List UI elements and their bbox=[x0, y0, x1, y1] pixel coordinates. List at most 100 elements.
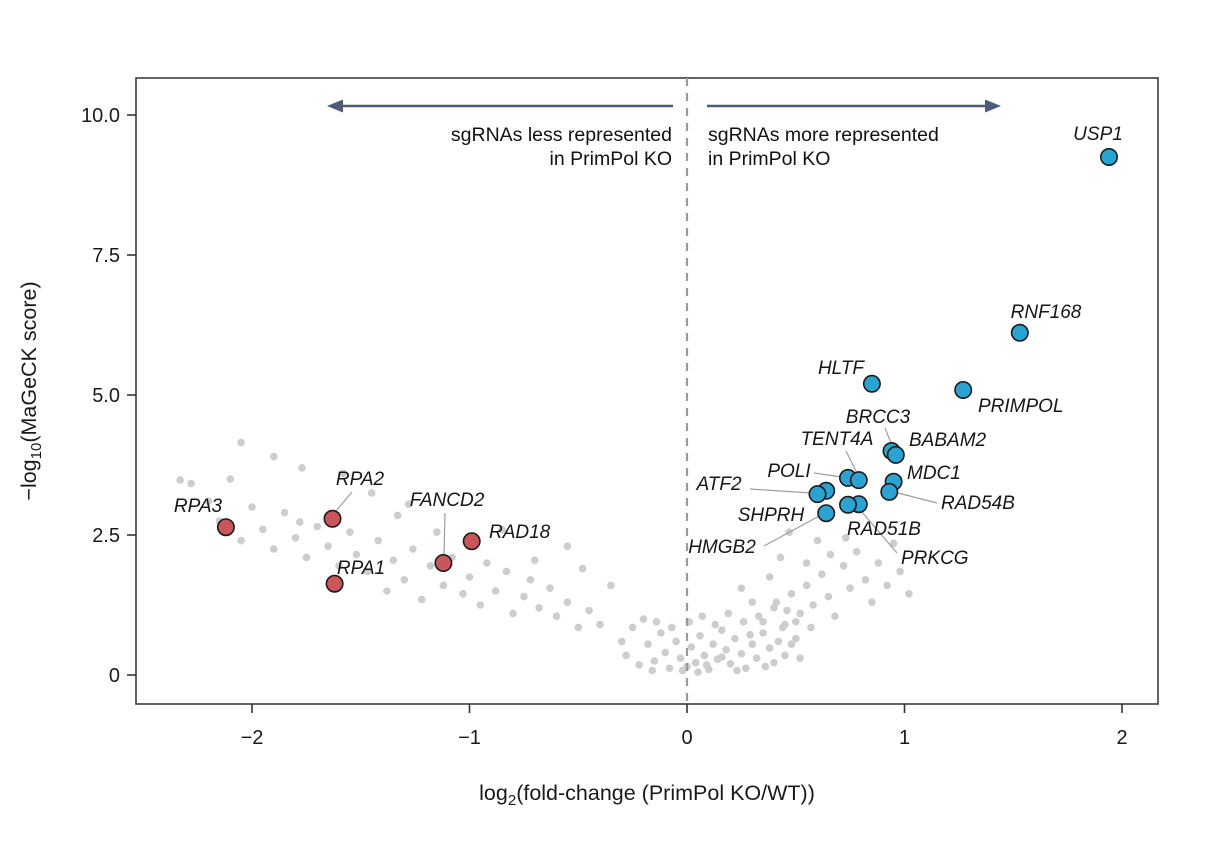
background-gene-point bbox=[796, 609, 804, 618]
background-gene-point bbox=[298, 464, 306, 472]
background-gene-point bbox=[831, 612, 839, 620]
background-gene-point bbox=[748, 640, 757, 648]
gene-label-TENT4A: TENT4A bbox=[801, 429, 874, 450]
background-gene-point bbox=[668, 623, 676, 632]
background-gene-point bbox=[702, 661, 711, 669]
gene-point-HLTF bbox=[862, 374, 881, 393]
leader-line-RPA2 bbox=[335, 491, 353, 512]
right-arrow-head bbox=[985, 99, 1001, 113]
background-gene-point bbox=[765, 573, 774, 581]
background-gene-point bbox=[607, 581, 615, 590]
background-gene-point bbox=[324, 542, 332, 550]
gene-point-RPA1 bbox=[325, 574, 344, 593]
background-gene-point bbox=[531, 556, 539, 564]
annotation-more-represented-line1: sgRNAs more represented bbox=[708, 124, 939, 146]
background-gene-point bbox=[476, 601, 485, 609]
background-gene-point bbox=[367, 489, 376, 497]
background-gene-point bbox=[363, 567, 372, 576]
gene-label-HMGB2: HMGB2 bbox=[688, 537, 756, 558]
background-gene-point bbox=[498, 525, 506, 534]
background-gene-point bbox=[404, 500, 413, 509]
gene-label-PRKCG: PRKCG bbox=[901, 548, 969, 569]
left-arrow-head bbox=[327, 99, 343, 113]
background-gene-point bbox=[783, 606, 791, 615]
background-gene-point bbox=[781, 651, 789, 660]
leader-line-BRCC3 bbox=[884, 427, 892, 444]
background-gene-point bbox=[374, 536, 383, 545]
background-gene-point bbox=[802, 581, 811, 590]
gene-point-ATF2 bbox=[808, 485, 827, 504]
gene-label-BRCC3: BRCC3 bbox=[846, 407, 911, 428]
gene-point-RNF168 bbox=[1010, 323, 1029, 342]
background-gene-point bbox=[526, 576, 535, 584]
background-gene-point bbox=[759, 618, 767, 626]
background-gene-point bbox=[657, 629, 665, 637]
background-gene-point bbox=[563, 598, 572, 606]
background-gene-point bbox=[759, 629, 767, 637]
background-gene-point bbox=[535, 604, 543, 612]
background-gene-point bbox=[459, 590, 467, 598]
background-gene-point bbox=[352, 550, 361, 559]
gene-point-RAD51B bbox=[838, 495, 857, 514]
background-gene-point bbox=[765, 644, 774, 652]
leader-line-FANCD2 bbox=[443, 512, 446, 555]
background-gene-point bbox=[883, 581, 891, 590]
background-gene-point bbox=[585, 606, 593, 615]
background-gene-point bbox=[628, 623, 637, 632]
background-gene-point bbox=[259, 525, 267, 534]
y-tick-label: 7.5 bbox=[92, 245, 120, 267]
background-gene-point bbox=[502, 567, 511, 576]
background-gene-point bbox=[639, 615, 648, 623]
background-gene-point bbox=[187, 479, 195, 488]
gene-label-ATF2: ATF2 bbox=[695, 474, 741, 495]
background-gene-point bbox=[770, 604, 778, 612]
x-axis-title: log2(fold-change (PrimPol KO/WT)) bbox=[479, 781, 815, 809]
background-gene-point bbox=[792, 634, 800, 643]
background-gene-point bbox=[737, 584, 746, 592]
background-gene-point bbox=[802, 559, 811, 567]
annotation-more-represented-line2: in PrimPol KO bbox=[708, 148, 830, 170]
background-gene-point bbox=[313, 522, 322, 531]
background-gene-point bbox=[787, 590, 796, 598]
axis-ticks-layer: −2 −1 0 1 2 0 2.5 5.0 7.5 10.0 bbox=[81, 105, 1128, 749]
background-gene-point bbox=[483, 559, 491, 567]
background-gene-point bbox=[792, 618, 800, 626]
x-tick-label: −1 bbox=[458, 727, 481, 749]
y-tick-label: 10.0 bbox=[81, 105, 120, 127]
background-gene-point bbox=[852, 548, 861, 556]
gene-label-RAD18: RAD18 bbox=[489, 522, 551, 543]
background-gene-point bbox=[698, 612, 706, 620]
gene-label-RPA2: RPA2 bbox=[336, 469, 385, 490]
gene-label-HLTF: HLTF bbox=[818, 358, 865, 379]
leader-line-PRKCG bbox=[860, 510, 898, 554]
background-gene-point bbox=[661, 648, 670, 657]
background-gene-point bbox=[746, 630, 754, 639]
gene-label-RNF168: RNF168 bbox=[1011, 302, 1082, 323]
y-tick-label: 5.0 bbox=[92, 385, 120, 407]
y-tick-label: 0 bbox=[109, 665, 120, 687]
gene-point-RPA2 bbox=[323, 509, 342, 528]
background-gene-point bbox=[678, 666, 687, 675]
background-gene-point bbox=[718, 653, 726, 661]
background-gene-point bbox=[302, 553, 311, 562]
background-gene-point bbox=[578, 564, 587, 573]
background-gene-point bbox=[896, 567, 904, 576]
background-gene-point bbox=[237, 536, 245, 545]
leader-lines-layer bbox=[335, 427, 938, 555]
background-gene-point bbox=[622, 651, 630, 660]
direction-arrows bbox=[327, 99, 1001, 113]
background-gene-point bbox=[652, 618, 661, 626]
background-gene-point bbox=[711, 620, 720, 629]
background-gene-point bbox=[393, 511, 402, 520]
background-gene-point bbox=[774, 637, 783, 646]
background-gene-point bbox=[204, 497, 213, 506]
gene-label-PRIMPOL: PRIMPOL bbox=[978, 396, 1064, 417]
background-gene-point bbox=[842, 534, 850, 542]
background-gene-point bbox=[868, 598, 876, 606]
gene-label-RAD51B: RAD51B bbox=[847, 519, 921, 540]
background-gene-point bbox=[650, 657, 659, 665]
background-gene-point bbox=[574, 623, 583, 632]
background-gene-point bbox=[439, 581, 448, 590]
gene-point-RPA3 bbox=[216, 518, 235, 537]
